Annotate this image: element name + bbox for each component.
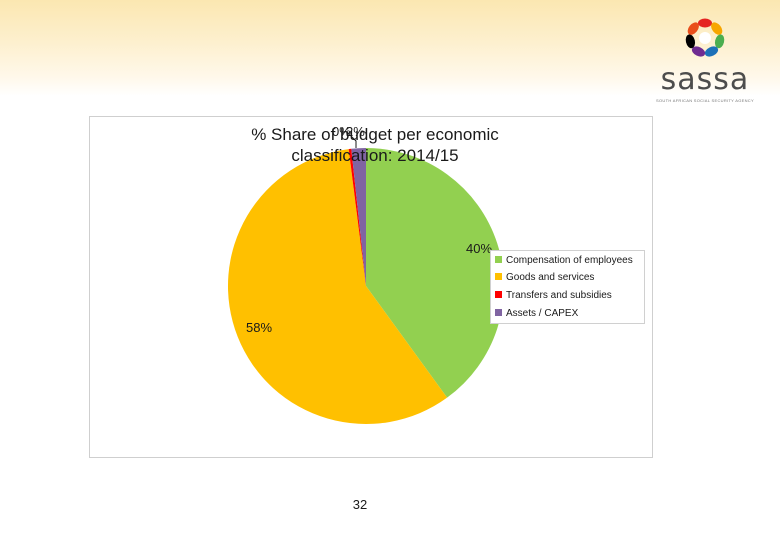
legend-swatch-compensation [495,256,502,263]
hand-shape [714,34,725,49]
chart-title: % Share of budget per economic classific… [210,124,540,166]
legend-item-transfers: Transfers and subsidies [495,290,612,302]
legend-item-compensation: Compensation of employees [495,255,633,267]
hand-shape [685,34,696,49]
legend-label: Compensation of employees [506,255,633,266]
leader-line [351,136,357,148]
sassa-logo: sassa SOUTH AFRICAN SOCIAL SECURITY AGEN… [650,12,760,107]
legend-swatch-goods [495,273,502,280]
pie-slice-goods [227,149,448,425]
hand-shape [687,22,699,35]
header-band [0,0,780,96]
legend-item-goods: Goods and services [495,272,594,284]
pie-chart [227,136,504,425]
chart-title-line-2: classification: 2014/15 [291,146,459,165]
legend-swatch-transfers [495,291,502,298]
hands-emblem-icon [685,18,725,57]
logo-subtitle: SOUTH AFRICAN SOCIAL SECURITY AGENCY [656,98,754,103]
chart-container: % Share of budget per economic classific… [89,116,653,458]
chart-legend: Compensation of employees Goods and serv… [490,250,645,324]
page-number: 32 [352,497,368,512]
legend-label: Assets / CAPEX [506,308,579,319]
pie-slice-assets [351,148,366,286]
data-label-transfers: 0% [332,124,351,139]
data-label-compensation: 40% [466,241,493,256]
pie-slice-compensation [366,148,504,398]
legend-label: Goods and services [506,272,595,283]
legend-item-assets: Assets / CAPEX [495,308,578,320]
hand-shape [698,18,712,28]
legend-swatch-assets [495,309,502,316]
legend-label: Transfers and subsidies [506,290,612,301]
data-label-assets: 2% [346,124,365,139]
hand-shape [704,46,719,57]
chart-title-line-1: % Share of budget per economic [251,125,499,144]
pie-slice-transfers [348,148,366,286]
logo-wordmark: sassa [660,62,750,97]
data-label-goods: 58% [246,320,273,335]
hand-shape [711,22,723,35]
emblem-center [699,32,711,44]
hand-shape [691,46,706,57]
